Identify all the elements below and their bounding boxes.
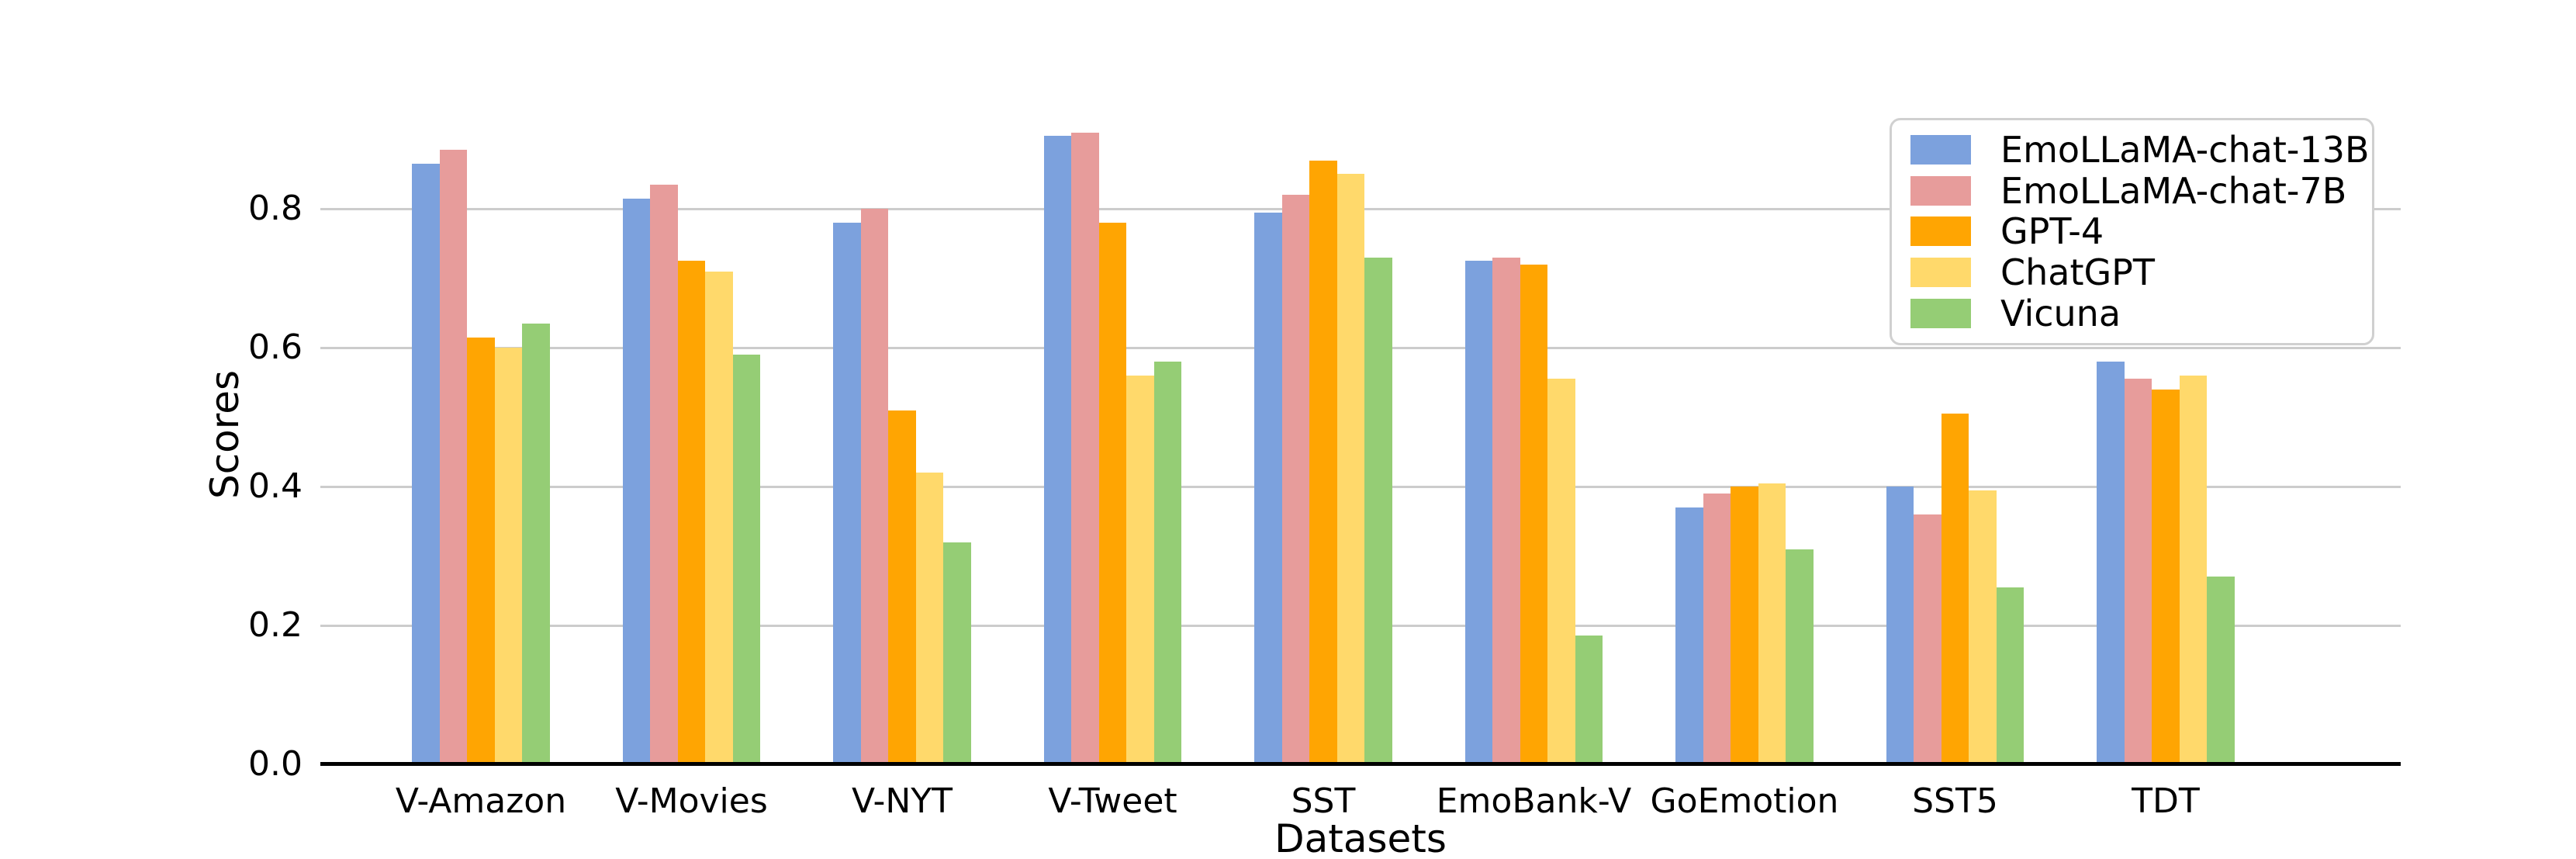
legend-label: EmoLLaMA-chat-7B [2000,169,2347,212]
legend-entry-ChatGPT: ChatGPT [1910,254,2353,291]
bar-Vicuna-V-NYT [943,542,971,764]
x-tick-label-TDT: TDT [2132,781,2200,821]
y-tick-label: 0.0 [248,744,303,784]
legend-label: ChatGPT [2000,251,2155,294]
bar-EmoLLaMA-chat-13B-EmoBank-V [1464,261,1493,764]
legend-label: Vicuna [2000,292,2121,334]
y-tick-label: 0.2 [248,605,303,646]
bar-EmoLLaMA-chat-7B-GoEmotion [1703,494,1731,764]
bar-ChatGPT-TDT [2179,375,2208,764]
bar-GPT-4-SST [1309,160,1337,764]
bar-GPT-4-V-NYT [888,410,916,764]
bar-EmoLLaMA-chat-13B-V-Movies [622,198,651,764]
bar-EmoLLaMA-chat-13B-V-Tweet [1043,136,1072,764]
bar-EmoLLaMA-chat-7B-V-Movies [650,184,678,764]
bar-EmoLLaMA-chat-7B-V-Tweet [1071,132,1099,764]
x-tick-label-SST5: SST5 [1912,781,1998,821]
plot-area [320,105,2401,766]
bar-ChatGPT-EmoBank-V [1547,379,1575,764]
legend-swatch-icon [1910,298,1971,328]
bar-GPT-4-EmoBank-V [1520,264,1548,764]
bar-EmoLLaMA-chat-13B-V-Amazon [412,164,440,764]
bar-EmoLLaMA-chat-7B-V-Amazon [439,150,468,764]
x-tick-label-EmoBank-V: EmoBank-V [1436,781,1632,821]
x-tick-label-GoEmotion: GoEmotion [1650,781,1839,821]
bar-Vicuna-V-Tweet [1153,362,1182,764]
bar-GPT-4-V-Amazon [467,337,495,764]
bar-Vicuna-GoEmotion [1786,549,1814,764]
bar-ChatGPT-GoEmotion [1758,483,1786,764]
bar-EmoLLaMA-chat-7B-TDT [2124,379,2152,764]
y-tick-label: 0.4 [248,466,303,507]
x-tick-label-V-Movies: V-Movies [615,781,768,821]
bar-Vicuna-V-Movies [732,355,761,764]
bar-EmoLLaMA-chat-13B-V-NYT [833,223,861,764]
x-tick-label-V-NYT: V-NYT [851,781,953,821]
bar-GPT-4-V-Tweet [1098,223,1127,764]
legend-swatch-icon [1910,258,1971,288]
legend-entry-EmoLLaMA-chat-7B: EmoLLaMA-chat-7B [1910,172,2353,210]
legend-swatch-icon [1910,216,1971,247]
legend-label: GPT-4 [2000,210,2104,253]
legend-swatch-icon [1910,175,1971,206]
legend-swatch-icon [1910,135,1971,165]
bar-ChatGPT-SST [1336,174,1365,764]
x-tick-label-V-Amazon: V-Amazon [395,781,567,821]
bar-EmoLLaMA-chat-13B-TDT [2097,362,2125,764]
bar-Vicuna-TDT [2207,577,2235,764]
bar-Vicuna-SST [1364,257,1392,764]
bar-EmoLLaMA-chat-7B-SST5 [1914,514,1942,764]
bar-ChatGPT-V-Tweet [1126,375,1154,764]
bar-EmoLLaMA-chat-7B-V-NYT [860,209,889,764]
x-axis-line [320,762,2401,766]
bar-GPT-4-TDT [2152,389,2180,764]
legend-label: EmoLLaMA-chat-13B [2000,129,2370,171]
bar-EmoLLaMA-chat-13B-SST5 [1886,487,1914,764]
bar-ChatGPT-V-NYT [915,473,944,764]
x-axis-label: Datasets [1274,816,1447,859]
legend-entry-EmoLLaMA-chat-13B: EmoLLaMA-chat-13B [1910,131,2370,168]
bar-EmoLLaMA-chat-7B-EmoBank-V [1492,257,1520,764]
x-tick-label-V-Tweet: V-Tweet [1048,781,1177,821]
bar-EmoLLaMA-chat-7B-SST [1281,195,1310,764]
bar-Vicuna-EmoBank-V [1575,636,1603,764]
legend-entry-GPT-4: GPT-4 [1910,213,2353,250]
bar-Vicuna-SST5 [1996,587,2024,764]
y-tick-label: 0.6 [248,327,303,368]
bar-Vicuna-V-Amazon [522,323,550,764]
bar-GPT-4-GoEmotion [1731,487,1758,764]
bar-ChatGPT-V-Amazon [494,348,523,764]
bar-EmoLLaMA-chat-13B-SST [1254,212,1282,764]
bar-ChatGPT-SST5 [1969,490,1997,764]
legend: EmoLLaMA-chat-13B EmoLLaMA-chat-7B GPT-4 Ch… [1890,118,2374,345]
legend-entry-Vicuna: Vicuna [1910,295,2353,332]
y-tick-label: 0.8 [248,189,303,229]
x-tick-label-SST: SST [1291,781,1356,821]
bar-GPT-4-SST5 [1941,414,1969,764]
bar-ChatGPT-V-Movies [705,271,733,764]
bar-GPT-4-V-Movies [677,261,706,764]
bar-EmoLLaMA-chat-13B-GoEmotion [1675,507,1703,764]
